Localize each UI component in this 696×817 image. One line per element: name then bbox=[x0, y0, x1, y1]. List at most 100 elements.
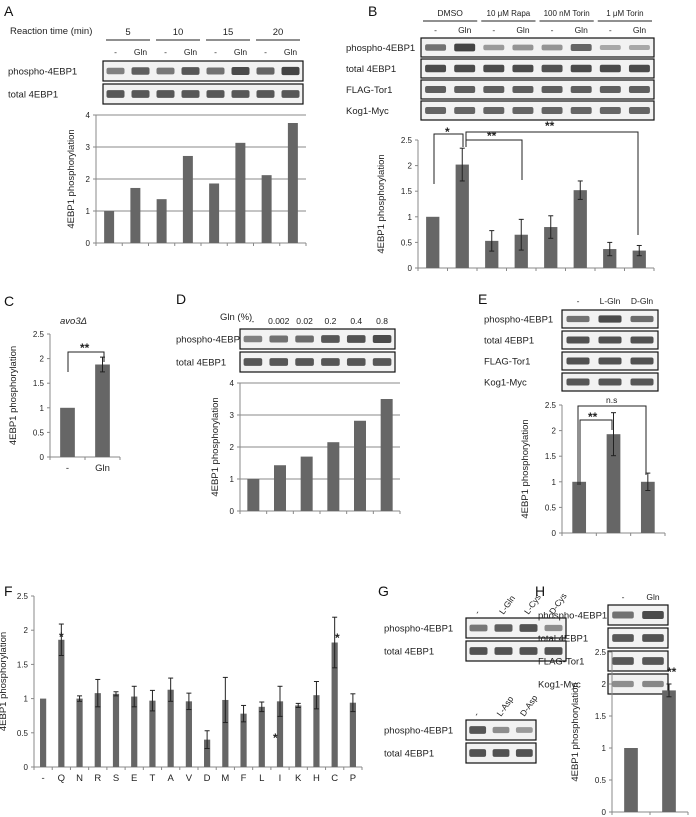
band bbox=[566, 378, 590, 386]
bar bbox=[235, 142, 246, 243]
y-tick-label: 1.5 bbox=[545, 452, 557, 461]
blot-row: phospho-4EBP1 bbox=[384, 719, 537, 741]
blot-box bbox=[465, 640, 567, 662]
star-c1: ** bbox=[80, 341, 90, 355]
band bbox=[512, 85, 534, 94]
band bbox=[642, 634, 664, 642]
band bbox=[544, 624, 563, 632]
lane-labels: - 0.002 0.02 0.2 0.4 0.8 bbox=[251, 316, 388, 326]
blot-row: Kog1-Myc bbox=[538, 673, 669, 695]
bar bbox=[573, 190, 587, 268]
bar bbox=[662, 690, 676, 812]
blot-row: Kog1-Myc bbox=[484, 372, 659, 392]
band bbox=[612, 680, 634, 688]
blot-row: FLAG-Tor1 bbox=[484, 351, 659, 371]
lane-label: Gln bbox=[134, 47, 148, 57]
bar bbox=[156, 199, 167, 243]
band bbox=[454, 85, 476, 94]
y-tick-label: 1 bbox=[24, 695, 29, 704]
bar bbox=[380, 399, 393, 511]
band bbox=[269, 335, 289, 343]
band bbox=[515, 749, 533, 757]
x-tick-label: M bbox=[221, 773, 229, 784]
x-tick-label: F bbox=[241, 773, 247, 784]
bar bbox=[300, 456, 313, 511]
y-tick-label: 2 bbox=[24, 626, 29, 635]
y-axis-label: 4EBP1 phosphorylation bbox=[66, 129, 77, 228]
x-tick-label: T bbox=[150, 773, 156, 784]
y-axis-label: 4EBP1 phosphorylation bbox=[570, 682, 581, 781]
star-f-c: * bbox=[335, 631, 340, 645]
band bbox=[206, 67, 225, 75]
bar bbox=[240, 713, 247, 767]
bar bbox=[95, 364, 110, 457]
blot-label: phospho-4EBP1 bbox=[384, 726, 453, 737]
y-tick-label: 0 bbox=[408, 264, 413, 273]
band bbox=[131, 67, 150, 75]
band bbox=[566, 315, 590, 323]
band bbox=[483, 64, 505, 73]
panel-label-e: E bbox=[478, 291, 487, 307]
bar bbox=[94, 693, 101, 767]
blot-row: phospho-4EBP1 bbox=[8, 60, 304, 82]
lane-label: Gln bbox=[184, 47, 198, 57]
ns-e1: n.s bbox=[606, 395, 617, 405]
treatment-headers: DMSO 10 μM Rapa 100 nM Torin 1 μM Torin bbox=[423, 8, 652, 22]
blot-box bbox=[607, 604, 669, 626]
lane-label: D-Gln bbox=[631, 296, 653, 306]
y-tick-label: 1 bbox=[230, 475, 235, 484]
lane-label: - bbox=[251, 316, 254, 326]
bar bbox=[258, 706, 265, 767]
bar bbox=[603, 249, 617, 268]
lane-label: Gln bbox=[284, 47, 298, 57]
y-tick-label: 0 bbox=[86, 239, 91, 248]
chart-h: 0 0.5 1 1.5 2 2.5 4EBP1 phosphorylation bbox=[570, 648, 689, 817]
y-axis-label: 4EBP1 phosphorylation bbox=[210, 397, 221, 496]
bar bbox=[426, 216, 440, 268]
band bbox=[256, 90, 275, 98]
blot-label: total 4EBP1 bbox=[384, 749, 434, 760]
bar bbox=[60, 407, 75, 457]
x-tick-label: - bbox=[42, 773, 45, 784]
bar bbox=[261, 175, 272, 243]
lane-label: L-Gln bbox=[600, 296, 621, 306]
x-tick-label: Gln bbox=[95, 463, 110, 474]
blot-row: phospho-4EBP1 bbox=[346, 37, 655, 58]
band bbox=[483, 85, 505, 94]
band bbox=[630, 378, 654, 386]
x-tick-label: D bbox=[204, 773, 211, 784]
x-tick-label: H bbox=[313, 773, 320, 784]
band bbox=[612, 634, 634, 642]
blot-row: total 4EBP1 bbox=[484, 330, 659, 350]
y-tick-label: 2.5 bbox=[33, 330, 45, 339]
significance-brackets-b: * ** ** bbox=[433, 119, 639, 235]
y-tick-label: 3 bbox=[86, 143, 91, 152]
blot-label: phospho-4EBP1 bbox=[8, 67, 77, 78]
y-tick-label: 1 bbox=[552, 478, 557, 487]
y-tick-label: 0 bbox=[24, 763, 29, 772]
band bbox=[106, 90, 125, 98]
star-b2: ** bbox=[487, 129, 497, 143]
band bbox=[346, 358, 366, 366]
y-tick-label: 0.5 bbox=[33, 428, 45, 437]
x-tick-label: Q bbox=[58, 773, 65, 784]
chart-e: 0 0.5 1 1.5 2 2.5 4EBP1 phosphorylation bbox=[520, 401, 666, 538]
blot-box bbox=[102, 83, 304, 105]
lane-labels: - L-Gln D-Gln bbox=[577, 296, 654, 306]
chart-b: 0 0.5 1 1.5 2 2.5 4EBP1 phosphorylation bbox=[376, 136, 655, 273]
band bbox=[469, 726, 487, 734]
panel-label-h: H bbox=[535, 583, 545, 599]
panel-label-f: F bbox=[4, 583, 13, 599]
band bbox=[483, 107, 505, 114]
x-tick-label: P bbox=[350, 773, 356, 784]
band bbox=[570, 64, 592, 73]
blot-row: total 4EBP1 bbox=[538, 627, 669, 649]
blot-label: FLAG-Tor1 bbox=[346, 85, 392, 96]
bar bbox=[130, 187, 141, 243]
y-axis-label: 4EBP1 phosphorylation bbox=[376, 154, 387, 253]
band bbox=[599, 44, 621, 51]
blot-label: phospho-4EBP1 bbox=[176, 335, 245, 346]
blot-row: phospho-4EBP1 bbox=[384, 617, 567, 639]
band bbox=[256, 67, 275, 75]
blot-label: total 4EBP1 bbox=[8, 90, 58, 101]
